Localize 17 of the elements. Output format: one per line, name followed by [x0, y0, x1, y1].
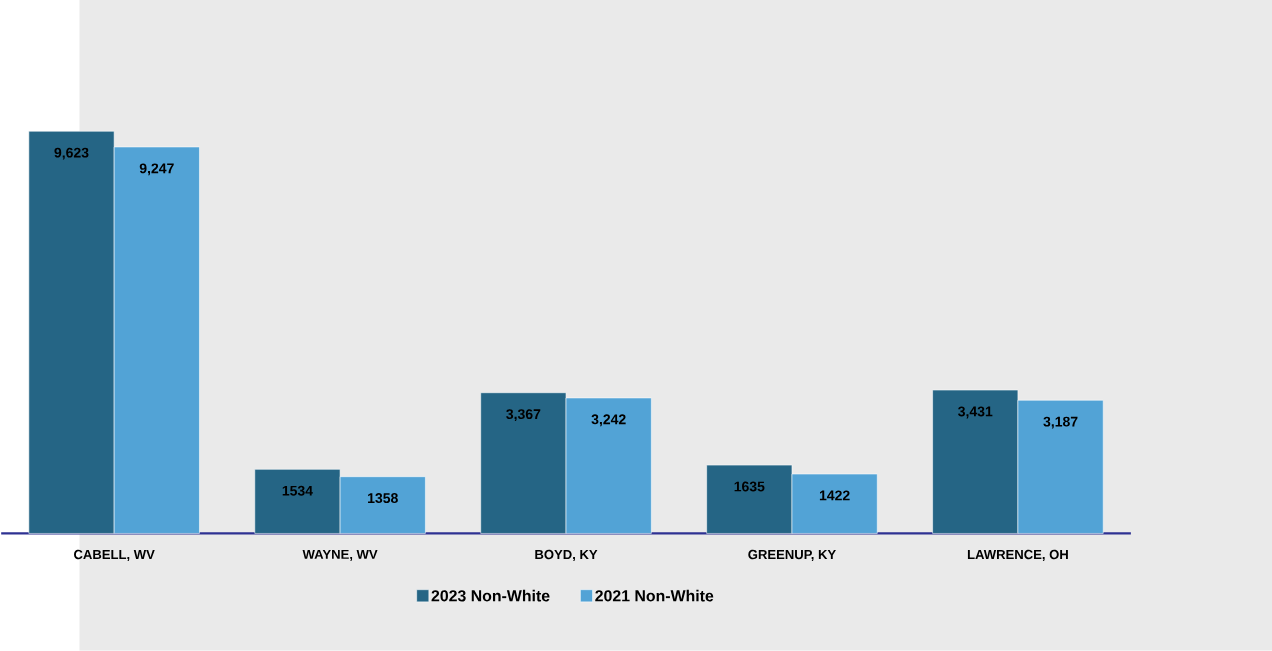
data-label: 1635	[734, 481, 765, 492]
x-tick-label: CABELL, WV	[74, 550, 155, 562]
x-tick-label: LAWRENCE, OH	[967, 550, 1068, 562]
data-label: 1534	[282, 485, 313, 496]
legend-label: 2021 Non-White	[595, 589, 714, 602]
x-tick-label: WAYNE, WV	[302, 550, 378, 562]
legend-label: 2023 Non-White	[431, 589, 550, 602]
data-label: 3,431	[958, 406, 993, 419]
x-tick-label: BOYD, KY	[535, 550, 598, 562]
data-label: 1422	[819, 490, 850, 501]
data-label: 1358	[368, 493, 398, 504]
data-label: 9,247	[139, 163, 174, 176]
x-tick-label: GREENUP, KY	[748, 550, 836, 562]
data-label: 3,242	[591, 414, 626, 427]
data-label: 9,623	[54, 147, 89, 160]
data-label: 3,187	[1043, 416, 1078, 429]
data-label: 3,367	[506, 409, 541, 422]
